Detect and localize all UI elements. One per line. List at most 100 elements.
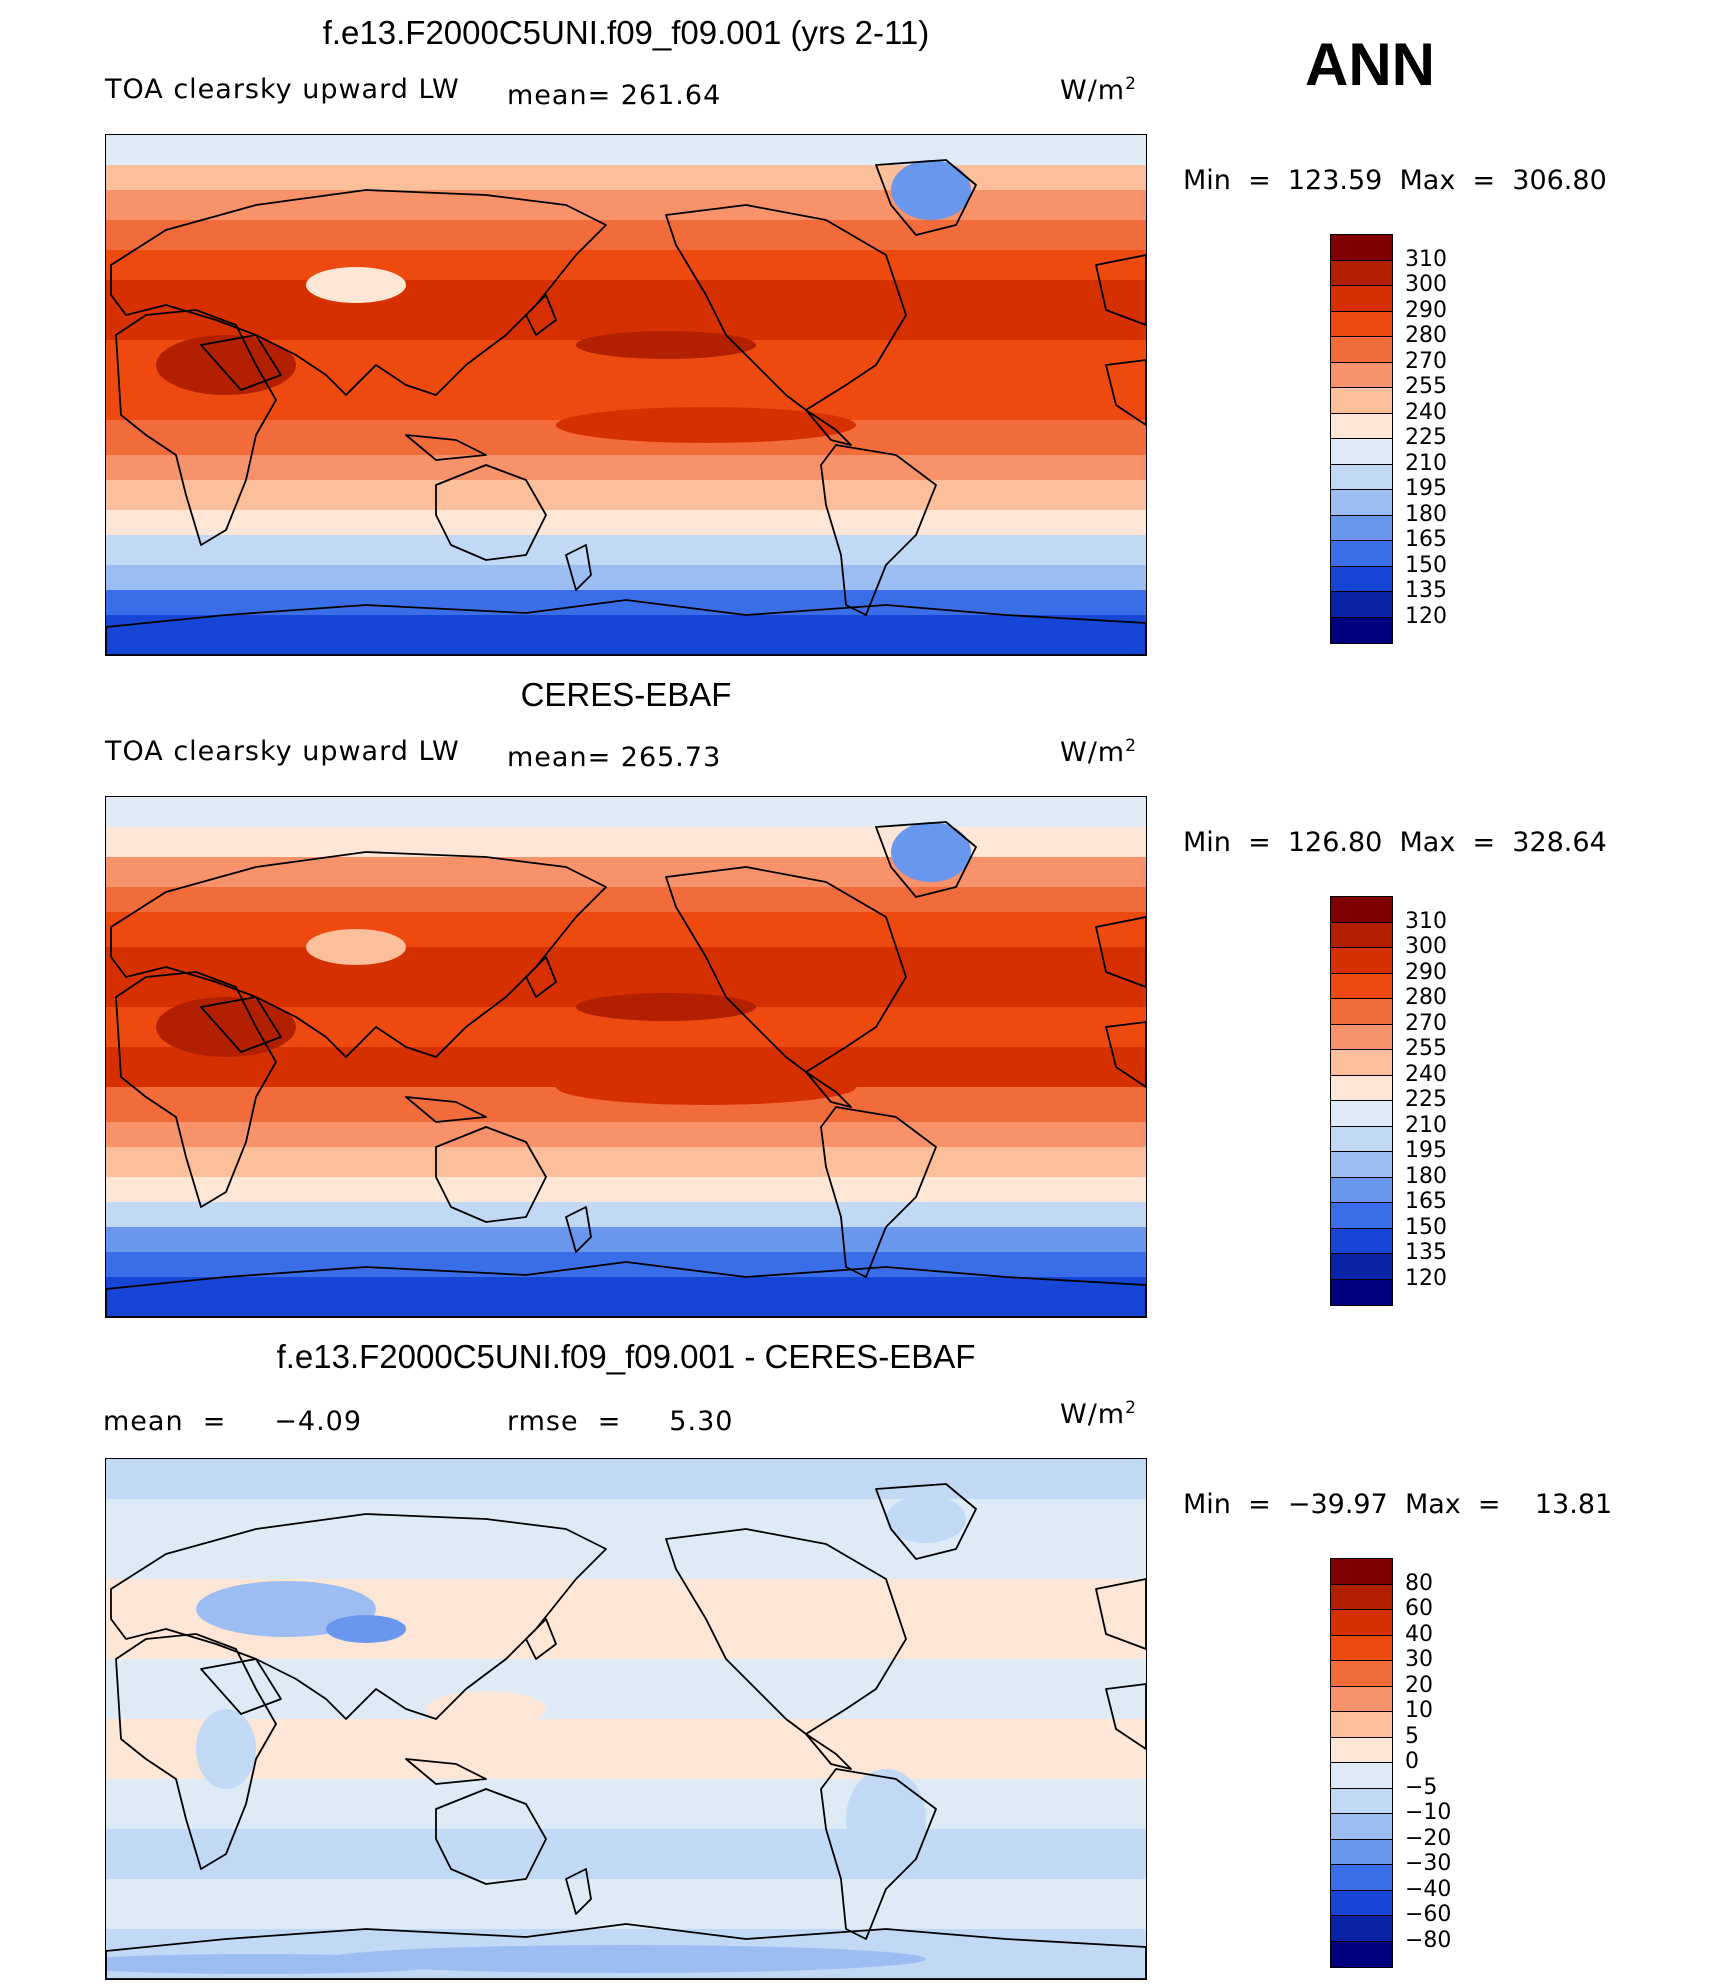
colorbar-tick-label: 210 [1405, 450, 1447, 476]
contour-band [106, 827, 1146, 857]
colorbar-tick-label: 180 [1405, 1163, 1447, 1189]
panel1-mean: mean= 261.64 [507, 80, 722, 111]
colorbar-tick-label: 135 [1405, 578, 1447, 603]
coastline [1105, 1683, 1146, 1750]
colorbar-tick-label: −20 [1405, 1825, 1452, 1851]
contour-band [106, 1227, 1146, 1252]
panel1-variable: TOA clearsky upward LW [105, 74, 460, 105]
colorbar-segment [1331, 1279, 1392, 1305]
contour-band [106, 565, 1146, 590]
panel2-minmax: Min = 126.80 Max = 328.64 [1183, 827, 1607, 858]
warm-pool [576, 331, 756, 359]
colorbar-segment [1331, 1814, 1392, 1840]
coastline [805, 409, 852, 446]
colorbar-tick-label: 40 [1405, 1621, 1433, 1647]
coastline [405, 1758, 487, 1785]
colorbar-tick-label: 135 [1405, 1240, 1447, 1265]
contour-band [106, 220, 1146, 250]
coastline [115, 309, 277, 546]
colorbar-tick-label: 240 [1405, 1061, 1447, 1087]
colorbar-tick-label: 240 [1405, 399, 1447, 425]
contour-band [106, 912, 1146, 947]
coastline [875, 1483, 977, 1560]
colorbar-segment [1331, 948, 1392, 974]
panel3-colorbar [1330, 1558, 1393, 1968]
coastline [106, 1261, 1146, 1317]
colorbar-segment [1331, 1661, 1392, 1687]
colorbar-segment [1331, 1584, 1392, 1610]
season-label: ANN [1305, 31, 1435, 98]
difference-patch [426, 1691, 546, 1727]
coastline [435, 464, 547, 561]
colorbar-tick-label: 195 [1405, 476, 1447, 501]
coastline [805, 1733, 852, 1770]
colorbar-segment [1331, 1075, 1392, 1101]
coastline [200, 996, 282, 1053]
coastline [1105, 359, 1146, 426]
greenland-cold [891, 160, 971, 220]
contour-band [106, 480, 1146, 510]
colorbar-tick-label: 180 [1405, 501, 1447, 527]
colorbar-segment [1331, 1890, 1392, 1916]
panel2-variable: TOA clearsky upward LW [105, 736, 460, 767]
panel2-title: CERES-EBAF [520, 676, 732, 713]
colorbar-segment [1331, 617, 1392, 643]
coastline [820, 1106, 937, 1278]
difference-patch [106, 1954, 456, 1974]
colorbar-segment [1331, 311, 1392, 337]
colorbar-segment [1331, 235, 1392, 261]
coastline [106, 599, 1146, 655]
desert-region [156, 335, 296, 395]
contour-band [106, 1202, 1146, 1227]
contour-band [106, 1659, 1146, 1719]
panel3-title: f.e13.F2000C5UNI.f09_f09.001 - CERES-EBA… [276, 1338, 976, 1375]
colorbar-segment [1331, 1152, 1392, 1178]
colorbar-tick-label: 225 [1405, 1087, 1447, 1112]
coastline [200, 334, 282, 391]
contour-band [106, 455, 1146, 480]
colorbar-segment [1331, 566, 1392, 592]
colorbar-tick-label: 120 [1405, 603, 1447, 629]
panel1-units: W/m2 [1060, 74, 1137, 106]
colorbar-segment [1331, 1635, 1392, 1661]
colorbar-segment [1331, 1024, 1392, 1050]
coastline [565, 544, 592, 591]
contour-band [106, 1499, 1146, 1579]
coastline [110, 189, 607, 396]
panel2-units: W/m2 [1060, 736, 1137, 768]
coastline [565, 1206, 592, 1253]
colorbar-segment [1331, 1839, 1392, 1865]
colorbar-segment [1331, 999, 1392, 1025]
colorbar-tick-label: 255 [1405, 1036, 1447, 1061]
colorbar-segment [1331, 922, 1392, 948]
coastline [875, 821, 977, 898]
coastline [115, 971, 277, 1208]
coastline [1095, 254, 1146, 326]
colorbar-tick-label: 165 [1405, 1189, 1447, 1214]
colorbar-tick-label: 5 [1405, 1723, 1419, 1749]
colorbar-tick-label: 150 [1405, 1214, 1447, 1240]
contour-band [106, 1252, 1146, 1277]
coastline [665, 1528, 907, 1735]
desert-region [156, 997, 296, 1057]
contour-band [106, 1459, 1146, 1499]
colorbar-tick-label: 150 [1405, 552, 1447, 578]
colorbar-tick-label: 300 [1405, 934, 1447, 959]
colorbar-tick-label: 210 [1405, 1112, 1447, 1138]
colorbar-tick-label: 255 [1405, 374, 1447, 399]
colorbar-segment [1331, 337, 1392, 363]
contour-band [106, 797, 1146, 827]
panel1-map [105, 134, 1147, 656]
panel1-colorbar [1330, 234, 1393, 644]
colorbar-segment [1331, 286, 1392, 312]
colorbar-segment [1331, 439, 1392, 465]
coastline [1095, 916, 1146, 988]
colorbar-tick-label: 310 [1405, 246, 1447, 272]
colorbar-tick-label: 225 [1405, 425, 1447, 450]
panel3-mean: mean = −4.09 [103, 1406, 363, 1437]
coastline [525, 294, 557, 336]
contour-band [106, 1177, 1146, 1202]
colorbar-tick-label: −5 [1405, 1774, 1438, 1800]
colorbar-segment [1331, 1177, 1392, 1203]
coastline [1105, 1021, 1146, 1088]
